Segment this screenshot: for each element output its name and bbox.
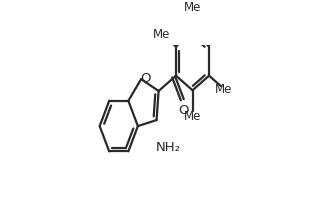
Text: Me: Me [215, 83, 232, 96]
Text: Me: Me [184, 1, 201, 14]
Text: O: O [140, 72, 151, 85]
Text: O: O [179, 104, 189, 117]
Text: Me: Me [184, 109, 201, 122]
Text: Me: Me [153, 28, 170, 41]
Text: NH₂: NH₂ [156, 140, 181, 153]
